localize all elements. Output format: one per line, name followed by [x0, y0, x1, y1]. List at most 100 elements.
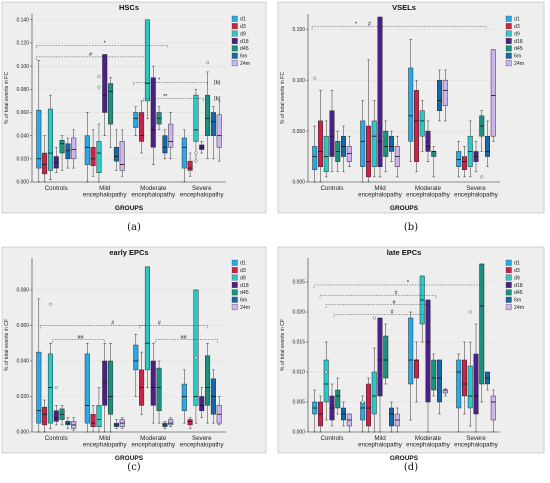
box-d3 [462, 359, 467, 397]
x-category-label: Moderate encephalopathy [131, 435, 176, 449]
y-tick-label: 0.010 [292, 370, 305, 376]
box-24m [346, 146, 352, 162]
significance-label: # [89, 52, 93, 58]
legend-label: 6m [514, 298, 521, 304]
legend-label: d3 [514, 268, 520, 274]
legend-label: d1 [514, 17, 520, 23]
x-category-label-line: encephalopathy [406, 192, 451, 199]
significance-label: ## [77, 335, 84, 341]
legend-label: d18 [514, 283, 523, 289]
x-axis-title: GROUPS [390, 205, 419, 212]
x-category-label-line: encephalopathy [83, 192, 128, 199]
x-category-label: Mild encephalopathy [358, 185, 403, 199]
box-d18 [102, 360, 108, 406]
legend-swatch-d45 [231, 289, 238, 296]
box-d1 [84, 135, 90, 165]
box-d3 [187, 419, 193, 426]
box-24m [442, 79, 448, 106]
x-category-label-line: Moderate [140, 185, 167, 192]
box-d9 [47, 108, 53, 171]
x-category-label: Moderate encephalopathy [131, 185, 176, 199]
x-category-label: Controls [320, 185, 343, 192]
x-category-label: Controls [320, 435, 343, 442]
box-6m [389, 407, 394, 427]
legend-swatch-24m [505, 60, 512, 67]
significance-label: # [111, 321, 115, 327]
box-d9 [323, 359, 329, 403]
x-category-label-line: Severe [466, 185, 486, 192]
significance-label: * [407, 280, 410, 286]
box-d1 [36, 351, 42, 424]
box-d3 [139, 112, 145, 142]
box-d45 [383, 130, 389, 157]
box-d3 [42, 152, 48, 175]
x-category-label: Controls [45, 435, 68, 442]
legend-swatch-6m [231, 52, 238, 59]
box-d1 [456, 151, 462, 167]
legend-swatch-6m [231, 296, 238, 303]
legend-swatch-d18 [231, 38, 238, 44]
legend-swatch-d3 [231, 23, 238, 30]
box-d45 [205, 94, 211, 136]
box-d9 [467, 365, 473, 409]
significance-label: # [158, 321, 162, 327]
box-d3 [318, 120, 323, 167]
sig-bracket [333, 314, 425, 318]
outlier-point [97, 85, 101, 89]
legend-swatch-d18 [505, 38, 512, 44]
box-d18 [102, 54, 108, 113]
legend-swatch-24m [231, 304, 238, 311]
outlier-point [468, 310, 472, 314]
legend-label: 24m [514, 61, 524, 67]
box-d18 [377, 317, 383, 397]
x-category-label-line: Controls [320, 185, 343, 192]
y-tick-label: 0.080 [16, 288, 29, 294]
legend-label: d9 [240, 31, 246, 37]
legend-swatch-6m [505, 52, 512, 59]
box-24m [442, 389, 448, 394]
x-category-label-line: Controls [320, 435, 343, 442]
chart-panel: 0.000 0.020 0.040 0.060 0.080 0.100 0.120 0.140… [1, 1, 267, 214]
legend-label: d3 [240, 24, 246, 30]
box-d3 [90, 414, 96, 427]
box-d9 [193, 289, 199, 406]
box-d3 [42, 406, 48, 426]
y-tick-label: 0.050 [292, 129, 305, 135]
box-d18 [150, 360, 156, 406]
panel-label: (a) [127, 222, 141, 233]
y-axis-label: % of total events in CF [4, 319, 10, 371]
y-axis-label: % of total events in FC [280, 72, 286, 124]
x-axis-title: GROUPS [390, 455, 419, 462]
legend-label: d45 [240, 46, 249, 52]
box-d18 [329, 110, 335, 157]
box-d1 [408, 317, 414, 385]
x-category-label: Mild encephalopathy [83, 185, 128, 199]
legend-swatch-d18 [231, 282, 238, 288]
box-24m [71, 137, 77, 160]
y-tick-label: 0.020 [16, 394, 29, 400]
box-d45 [479, 263, 485, 385]
outlier-point [54, 386, 58, 390]
box-d18 [377, 16, 383, 167]
x-category-label-line: encephalopathy [180, 442, 225, 449]
outlier-point [324, 370, 328, 374]
outlier-point [48, 302, 52, 306]
legend-swatch-d3 [505, 23, 512, 30]
x-category-label-line: Severe [192, 435, 212, 442]
significance-label: * [104, 40, 107, 46]
significance-label: # [392, 300, 396, 306]
chart-title: HSCs [119, 3, 139, 12]
legend-swatch-d9 [231, 274, 238, 281]
x-category-label-line: encephalopathy [358, 442, 403, 449]
x-category-label: Severe encephalopathy [454, 435, 499, 449]
box-6m [437, 359, 442, 403]
box-d1 [408, 67, 414, 142]
legend-swatch-d9 [231, 30, 238, 37]
legend-swatch-d45 [231, 45, 238, 52]
panel-label: (b) [404, 222, 418, 233]
panel-label: (d) [404, 462, 418, 473]
y-tick-label: 0.150 [292, 27, 305, 33]
box-d3 [414, 90, 419, 162]
box-d18 [425, 130, 431, 152]
